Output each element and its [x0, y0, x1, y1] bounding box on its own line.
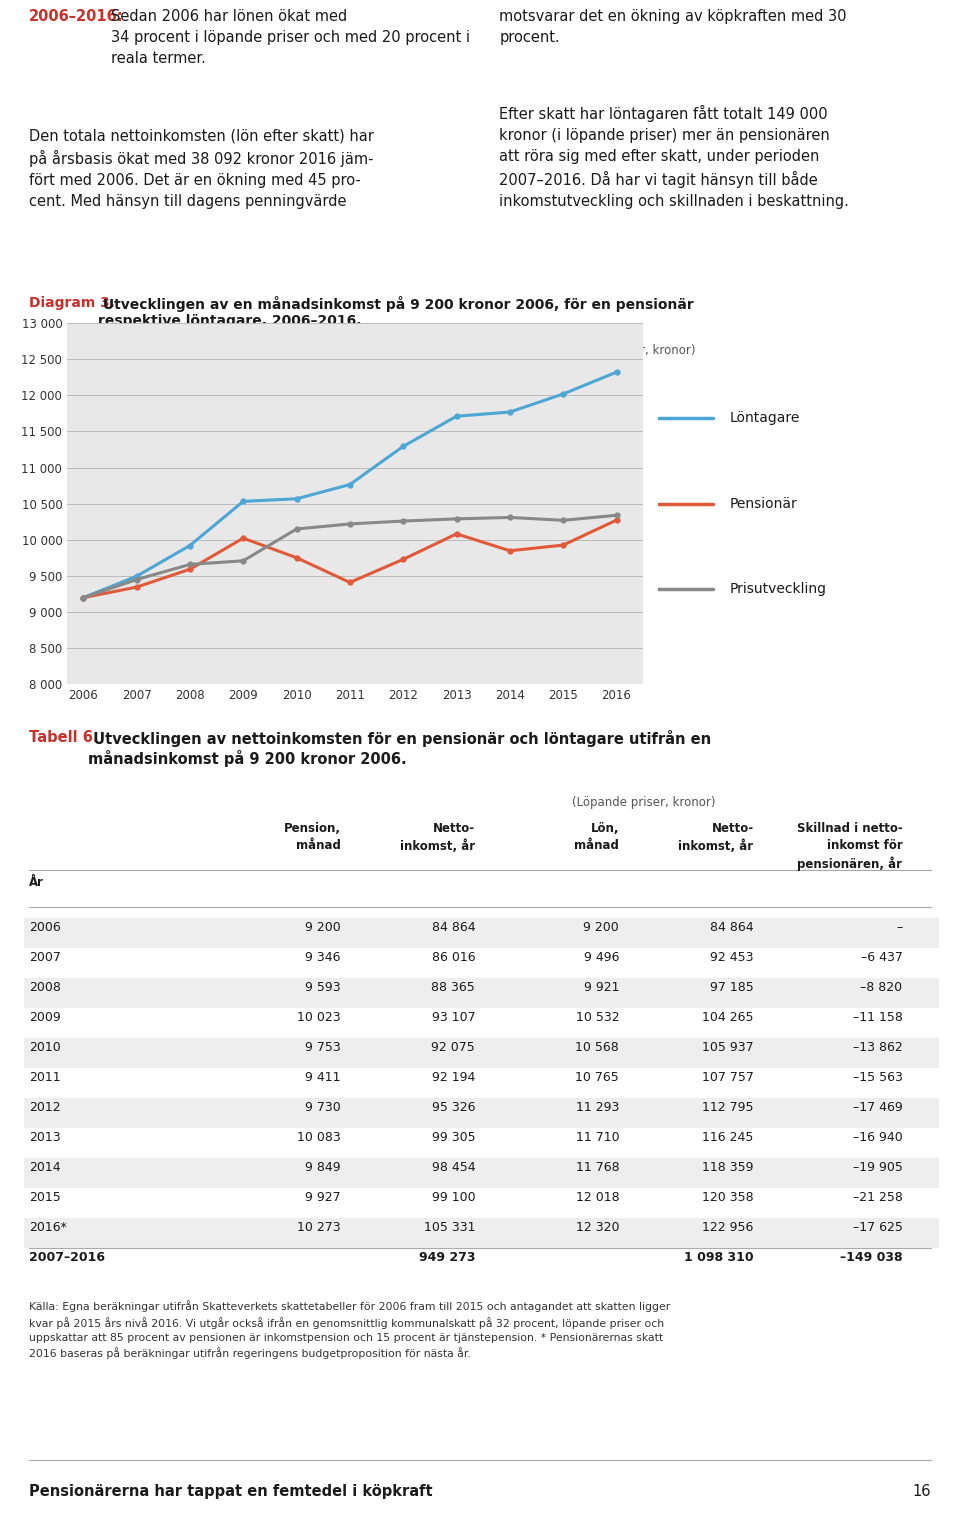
Text: 9 753: 9 753: [305, 1041, 341, 1054]
Text: 104 265: 104 265: [702, 1010, 754, 1024]
Text: 9 200: 9 200: [584, 921, 619, 934]
Text: 2012: 2012: [29, 1101, 60, 1114]
Text: 2007: 2007: [29, 950, 60, 964]
Text: 2013: 2013: [29, 1130, 60, 1144]
Text: 99 100: 99 100: [432, 1190, 475, 1204]
Text: Prisutveckling: Prisutveckling: [730, 581, 827, 597]
Text: –8 820: –8 820: [860, 981, 902, 994]
Text: 2007–2016: 2007–2016: [29, 1250, 105, 1264]
Text: 10 568: 10 568: [575, 1041, 619, 1054]
Text: Löntagare: Löntagare: [730, 411, 801, 426]
Text: 98 454: 98 454: [432, 1161, 475, 1173]
Text: 118 359: 118 359: [702, 1161, 754, 1173]
Text: 10 083: 10 083: [297, 1130, 341, 1144]
Text: 9 849: 9 849: [305, 1161, 341, 1173]
Bar: [24, 978, 939, 1009]
Text: 122 956: 122 956: [702, 1221, 754, 1233]
Text: 2016*: 2016*: [29, 1221, 66, 1233]
Text: 949 273: 949 273: [419, 1250, 475, 1264]
Text: Diagram 3.: Diagram 3.: [29, 295, 115, 309]
Text: 9 927: 9 927: [305, 1190, 341, 1204]
Text: (Löpande priser, kronor): (Löpande priser, kronor): [552, 345, 695, 357]
Text: 9 593: 9 593: [305, 981, 341, 994]
Text: –21 258: –21 258: [852, 1190, 902, 1204]
Text: 10 273: 10 273: [298, 1221, 341, 1233]
Text: –15 563: –15 563: [852, 1070, 902, 1084]
Text: 9 200: 9 200: [305, 921, 341, 934]
Text: –19 905: –19 905: [852, 1161, 902, 1173]
Text: Skillnad i netto-
inkomst för
pensionären, år: Skillnad i netto- inkomst för pensionäre…: [797, 823, 902, 872]
Text: 107 757: 107 757: [702, 1070, 754, 1084]
Text: 99 305: 99 305: [432, 1130, 475, 1144]
Text: 2006–2016:: 2006–2016:: [29, 9, 124, 23]
Text: –11 158: –11 158: [852, 1010, 902, 1024]
Text: Pensionär: Pensionär: [730, 497, 798, 511]
Text: 9 411: 9 411: [305, 1070, 341, 1084]
Text: Sedan 2006 har lönen ökat med
34 procent i löpande priser och med 20 procent i
r: Sedan 2006 har lönen ökat med 34 procent…: [111, 9, 470, 66]
Text: 97 185: 97 185: [709, 981, 754, 994]
Text: 116 245: 116 245: [702, 1130, 754, 1144]
Text: 11 768: 11 768: [576, 1161, 619, 1173]
Text: –6 437: –6 437: [860, 950, 902, 964]
Text: Netto-
inkomst, år: Netto- inkomst, år: [400, 823, 475, 854]
Text: (Löpande priser, kronor): (Löpande priser, kronor): [572, 797, 715, 809]
Text: 9 730: 9 730: [305, 1101, 341, 1114]
Text: 2009: 2009: [29, 1010, 60, 1024]
Text: Källa: Egna beräkningar utifrån Skatteverkets skattetabeller för 2006 fram till : Källa: Egna beräkningar utifrån Skatteve…: [29, 1300, 670, 1360]
Text: –17 625: –17 625: [852, 1221, 902, 1233]
Text: 84 864: 84 864: [432, 921, 475, 934]
Text: 84 864: 84 864: [710, 921, 754, 934]
Text: 1 098 310: 1 098 310: [684, 1250, 754, 1264]
Text: Pension,
månad: Pension, månad: [284, 823, 341, 852]
Text: 11 710: 11 710: [576, 1130, 619, 1144]
Text: Utvecklingen av en månadsinkomst på 9 200 kronor 2006, för en pensionär
respekti: Utvecklingen av en månadsinkomst på 9 20…: [98, 295, 694, 328]
Text: 2015: 2015: [29, 1190, 60, 1204]
Text: 10 532: 10 532: [576, 1010, 619, 1024]
Text: 105 331: 105 331: [423, 1221, 475, 1233]
Text: Efter skatt har löntagaren fått totalt 149 000
kronor (i löpande priser) mer än : Efter skatt har löntagaren fått totalt 1…: [499, 105, 849, 209]
Bar: [24, 1098, 939, 1127]
Text: Netto-
inkomst, år: Netto- inkomst, år: [679, 823, 754, 854]
Bar: [24, 1218, 939, 1247]
Text: Tabell 6.: Tabell 6.: [29, 731, 98, 746]
Text: År: År: [29, 877, 43, 889]
Text: 16: 16: [913, 1484, 931, 1500]
Bar: [24, 918, 939, 949]
Text: 2010: 2010: [29, 1041, 60, 1054]
Text: 92 194: 92 194: [432, 1070, 475, 1084]
Text: 9 496: 9 496: [584, 950, 619, 964]
Text: 12 018: 12 018: [576, 1190, 619, 1204]
Text: Den totala nettoinkomsten (lön efter skatt) har
på årsbasis ökat med 38 092 kron: Den totala nettoinkomsten (lön efter ska…: [29, 128, 373, 209]
Text: 2006: 2006: [29, 921, 60, 934]
Text: 105 937: 105 937: [702, 1041, 754, 1054]
Text: 11 293: 11 293: [576, 1101, 619, 1114]
Text: –13 862: –13 862: [852, 1041, 902, 1054]
Text: Pensionärerna har tappat en femtedel i köpkraft: Pensionärerna har tappat en femtedel i k…: [29, 1484, 432, 1500]
Text: –149 038: –149 038: [840, 1250, 902, 1264]
Text: 93 107: 93 107: [432, 1010, 475, 1024]
Text: –: –: [896, 921, 902, 934]
Text: 86 016: 86 016: [432, 950, 475, 964]
Text: 9 921: 9 921: [584, 981, 619, 994]
Text: Lön,
månad: Lön, månad: [574, 823, 619, 852]
Text: 2008: 2008: [29, 981, 60, 994]
Bar: [24, 1158, 939, 1187]
Text: 9 346: 9 346: [305, 950, 341, 964]
Text: Utvecklingen av nettoinkomsten för en pensionär och löntagare utifrån en
månadsi: Utvecklingen av nettoinkomsten för en pe…: [88, 731, 711, 767]
Text: 120 358: 120 358: [702, 1190, 754, 1204]
Text: 112 795: 112 795: [702, 1101, 754, 1114]
Text: –16 940: –16 940: [852, 1130, 902, 1144]
Text: 12 320: 12 320: [576, 1221, 619, 1233]
Text: 2011: 2011: [29, 1070, 60, 1084]
Text: 92 453: 92 453: [710, 950, 754, 964]
Text: 10 765: 10 765: [575, 1070, 619, 1084]
Text: 10 023: 10 023: [298, 1010, 341, 1024]
Text: 88 365: 88 365: [431, 981, 475, 994]
Text: –17 469: –17 469: [852, 1101, 902, 1114]
Text: 2014: 2014: [29, 1161, 60, 1173]
Text: 95 326: 95 326: [432, 1101, 475, 1114]
Text: 92 075: 92 075: [431, 1041, 475, 1054]
Bar: [24, 1038, 939, 1067]
Text: motsvarar det en ökning av köpkraften med 30
procent.: motsvarar det en ökning av köpkraften me…: [499, 9, 847, 45]
